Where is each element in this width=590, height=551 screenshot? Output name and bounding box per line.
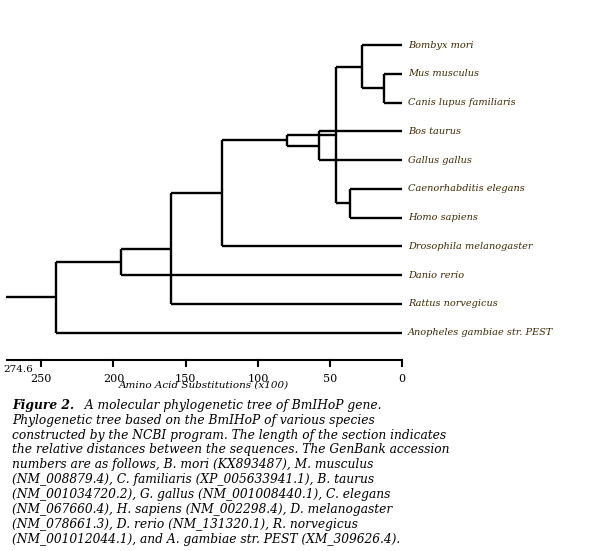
Text: Caenorhabditis elegans: Caenorhabditis elegans [408,184,525,193]
Text: 50: 50 [323,374,337,384]
Text: Phylogenetic tree based on the BmIHoP of various species: Phylogenetic tree based on the BmIHoP of… [12,414,375,426]
Text: (NM_001012044.1), and A. gambiae str. PEST (XM_309626.4).: (NM_001012044.1), and A. gambiae str. PE… [12,533,400,546]
Text: Bos taurus: Bos taurus [408,127,461,136]
Text: Canis lupus familiaris: Canis lupus familiaris [408,98,516,107]
Text: (NM_001034720.2), G. gallus (NM_001008440.1), C. elegans: (NM_001034720.2), G. gallus (NM_00100844… [12,488,390,501]
Text: 100: 100 [247,374,268,384]
Text: Danio rerio: Danio rerio [408,271,464,279]
Text: Figure 2.: Figure 2. [12,399,74,412]
Text: 150: 150 [175,374,196,384]
Text: Anopheles gambiae str. PEST: Anopheles gambiae str. PEST [408,328,553,337]
Text: (NM_008879.4), C. familiaris (XP_005633941.1), B. taurus: (NM_008879.4), C. familiaris (XP_0056339… [12,473,374,487]
Text: the relative distances between the sequences. The GenBank accession: the relative distances between the seque… [12,444,450,456]
Text: numbers are as follows, B. mori (KX893487), M. musculus: numbers are as follows, B. mori (KX89348… [12,458,373,471]
Text: 0: 0 [399,374,406,384]
Text: constructed by the NCBI program. The length of the section indicates: constructed by the NCBI program. The len… [12,429,446,441]
Text: Rattus norvegicus: Rattus norvegicus [408,299,498,308]
Text: (NM_078661.3), D. rerio (NM_131320.1), R. norvegicus: (NM_078661.3), D. rerio (NM_131320.1), R… [12,518,358,531]
Text: 274.6: 274.6 [3,365,32,374]
Text: Gallus gallus: Gallus gallus [408,155,472,165]
Text: Mus musculus: Mus musculus [408,69,479,78]
Text: Amino Acid Substitutions (x100): Amino Acid Substitutions (x100) [119,381,289,390]
Text: Bombyx mori: Bombyx mori [408,41,474,50]
Text: (NM_067660.4), H. sapiens (NM_002298.4), D. melanogaster: (NM_067660.4), H. sapiens (NM_002298.4),… [12,503,392,516]
Text: A molecular phylogenetic tree of BmIHoP gene.: A molecular phylogenetic tree of BmIHoP … [77,399,382,412]
Text: Drosophila melanogaster: Drosophila melanogaster [408,242,533,251]
Text: Homo sapiens: Homo sapiens [408,213,478,222]
Text: 200: 200 [103,374,124,384]
Text: 250: 250 [31,374,52,384]
